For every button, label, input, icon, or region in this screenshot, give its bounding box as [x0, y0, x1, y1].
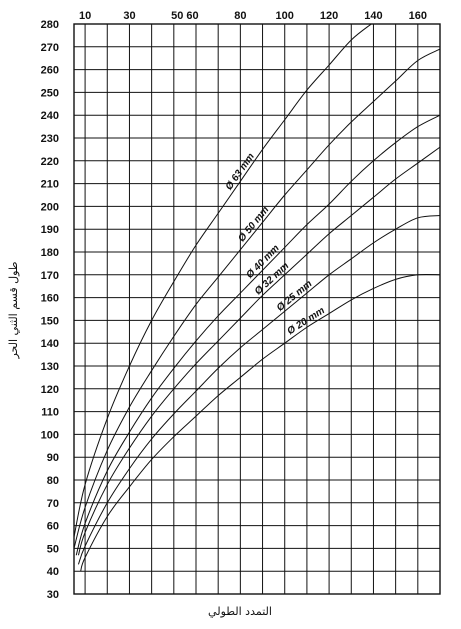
grid: [74, 24, 440, 594]
x-axis-ticks: 10 30 50 60 80 100 120 140 160: [79, 10, 427, 22]
series-line: [73, 23, 372, 538]
y-tick-label: 120: [41, 384, 59, 396]
series-label: Ø 20 mm: [285, 305, 327, 337]
y-tick-label: 220: [41, 156, 59, 168]
curves: [73, 23, 441, 572]
x-tick-label: 160: [409, 10, 427, 22]
series-labels: Ø 63 mmØ 50 mmØ 40 mmØ 32 mmØ 25 mmØ 20 …: [224, 151, 327, 337]
y-tick-label: 240: [41, 110, 59, 122]
y-tick-label: 210: [41, 179, 59, 191]
x-axis-label: التمدد الطولي: [208, 605, 272, 618]
series-line: [77, 215, 441, 565]
y-tick-label: 40: [47, 566, 59, 578]
x-tick-label: 120: [320, 10, 338, 22]
x-tick-label: 140: [364, 10, 382, 22]
x-tick-label: 50 60: [171, 10, 199, 22]
y-tick-label: 30: [47, 589, 59, 601]
y-tick-label: 160: [41, 293, 59, 305]
x-tick-label: 10: [79, 10, 91, 22]
y-tick-label: 180: [41, 247, 59, 259]
series-line: [77, 146, 441, 556]
y-tick-label: 190: [41, 224, 59, 236]
y-axis-label: طول قسم الثني الحر: [7, 261, 20, 359]
y-tick-label: 70: [47, 498, 59, 510]
y-tick-label: 130: [41, 361, 59, 373]
y-tick-label: 150: [41, 315, 59, 327]
y-tick-label: 50: [47, 543, 59, 555]
x-tick-label: 30: [123, 10, 135, 22]
y-tick-label: 230: [41, 133, 59, 145]
y-tick-label: 170: [41, 270, 59, 282]
y-tick-label: 60: [47, 521, 59, 533]
series-line: [73, 48, 441, 549]
plot-frame: [73, 23, 441, 595]
y-tick-label: 80: [47, 475, 59, 487]
x-tick-label: 80: [234, 10, 246, 22]
y-axis-ticks: 30 40 50 60 70 80 90 100 110 120 130 140 150 160 170 18…: [41, 19, 59, 601]
series-label: Ø 50 mm: [236, 204, 271, 244]
y-tick-label: 140: [41, 338, 59, 350]
y-tick-label: 100: [41, 429, 59, 441]
series-label: Ø 25 mm: [275, 278, 315, 313]
y-tick-label: 280: [41, 19, 59, 31]
y-tick-label: 270: [41, 42, 59, 54]
y-tick-label: 90: [47, 452, 59, 464]
series-line: [80, 273, 441, 572]
y-tick-label: 260: [41, 65, 59, 77]
y-tick-label: 110: [41, 407, 59, 419]
y-tick-label: 250: [41, 87, 59, 99]
series-line: [75, 114, 441, 556]
x-tick-label: 100: [276, 10, 294, 22]
y-tick-label: 200: [41, 201, 59, 213]
